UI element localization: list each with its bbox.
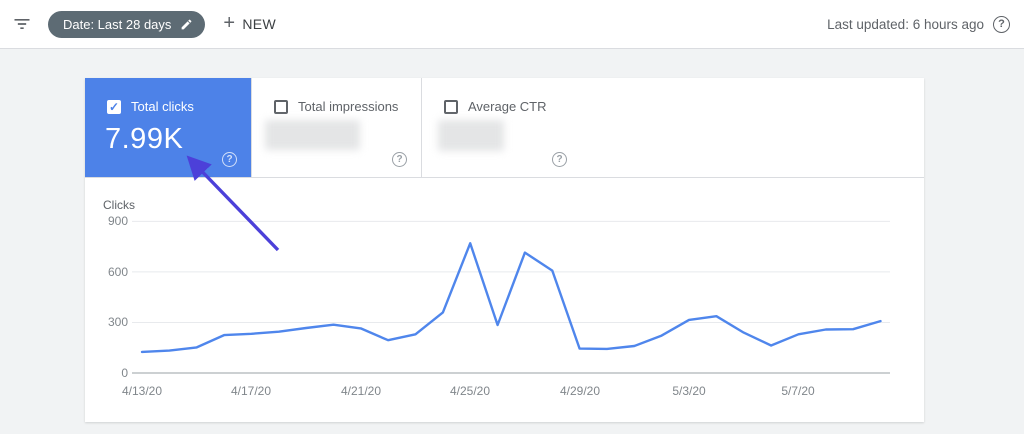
help-icon[interactable]: ? — [222, 152, 237, 167]
redacted-value — [265, 120, 360, 150]
x-tick-label: 5/3/20 — [672, 384, 706, 398]
redacted-value — [438, 120, 504, 151]
chart-axis-title: Clicks — [103, 198, 135, 212]
new-filter-button[interactable]: + NEW — [223, 12, 276, 34]
filter-list-icon[interactable] — [8, 10, 36, 38]
y-tick-label: 0 — [121, 366, 128, 380]
filter-list-glyph — [14, 19, 30, 29]
clicks-line-chart[interactable] — [132, 190, 890, 400]
card-label: Total impressions — [298, 99, 399, 114]
card-label: Total clicks — [131, 99, 194, 114]
x-tick-label: 4/21/20 — [340, 384, 382, 398]
y-tick-label: 300 — [107, 315, 128, 329]
card-header: Average CTR — [444, 99, 581, 114]
checkbox-unchecked-icon[interactable] — [274, 99, 288, 114]
y-tick-label: 900 — [107, 214, 128, 228]
date-chip-label: Date: Last 28 days — [63, 16, 172, 32]
help-icon[interactable]: ? — [392, 152, 407, 167]
card-header: ✓ Total clicks — [107, 99, 251, 114]
clicks-series-line[interactable] — [140, 242, 882, 354]
checkmark-glyph: ✓ — [108, 99, 120, 114]
total-clicks-value: 7.99K — [105, 123, 184, 155]
plus-icon: + — [223, 12, 236, 34]
toolbar-left: Date: Last 28 days + NEW — [8, 10, 276, 38]
metric-card-total-clicks[interactable]: ✓ Total clicks 7.99K ? — [85, 78, 251, 177]
toolbar: Date: Last 28 days + NEW Last updated: 6… — [0, 0, 1024, 49]
card-label: Average CTR — [468, 99, 547, 114]
last-updated-text: Last updated: 6 hours ago — [827, 16, 984, 32]
checkbox-checked-icon[interactable]: ✓ — [107, 99, 121, 114]
help-icon[interactable]: ? — [993, 15, 1010, 33]
date-range-chip[interactable]: Date: Last 28 days — [48, 10, 206, 38]
metric-cards-row: ✓ Total clicks 7.99K ? Total impressions… — [85, 78, 924, 178]
x-tick-label: 4/25/20 — [449, 384, 491, 398]
help-icon[interactable]: ? — [552, 152, 567, 167]
metric-card-total-impressions[interactable]: Total impressions ? — [251, 78, 421, 177]
toolbar-right: Last updated: 6 hours ago ? — [827, 15, 1010, 33]
checkbox-unchecked-icon[interactable] — [444, 99, 458, 114]
x-tick-label: 4/17/20 — [230, 384, 272, 398]
x-tick-label: 5/7/20 — [781, 384, 815, 398]
card-header: Total impressions — [274, 99, 421, 114]
new-button-label: NEW — [242, 16, 276, 32]
cards-row-filler — [581, 78, 924, 177]
edit-pencil-icon — [182, 19, 192, 29]
x-tick-label: 4/13/20 — [121, 384, 163, 398]
x-tick-label: 4/29/20 — [559, 384, 601, 398]
y-tick-label: 600 — [107, 265, 128, 279]
metric-card-average-ctr[interactable]: Average CTR ? — [421, 78, 581, 177]
performance-panel: ✓ Total clicks 7.99K ? Total impressions… — [85, 78, 924, 422]
